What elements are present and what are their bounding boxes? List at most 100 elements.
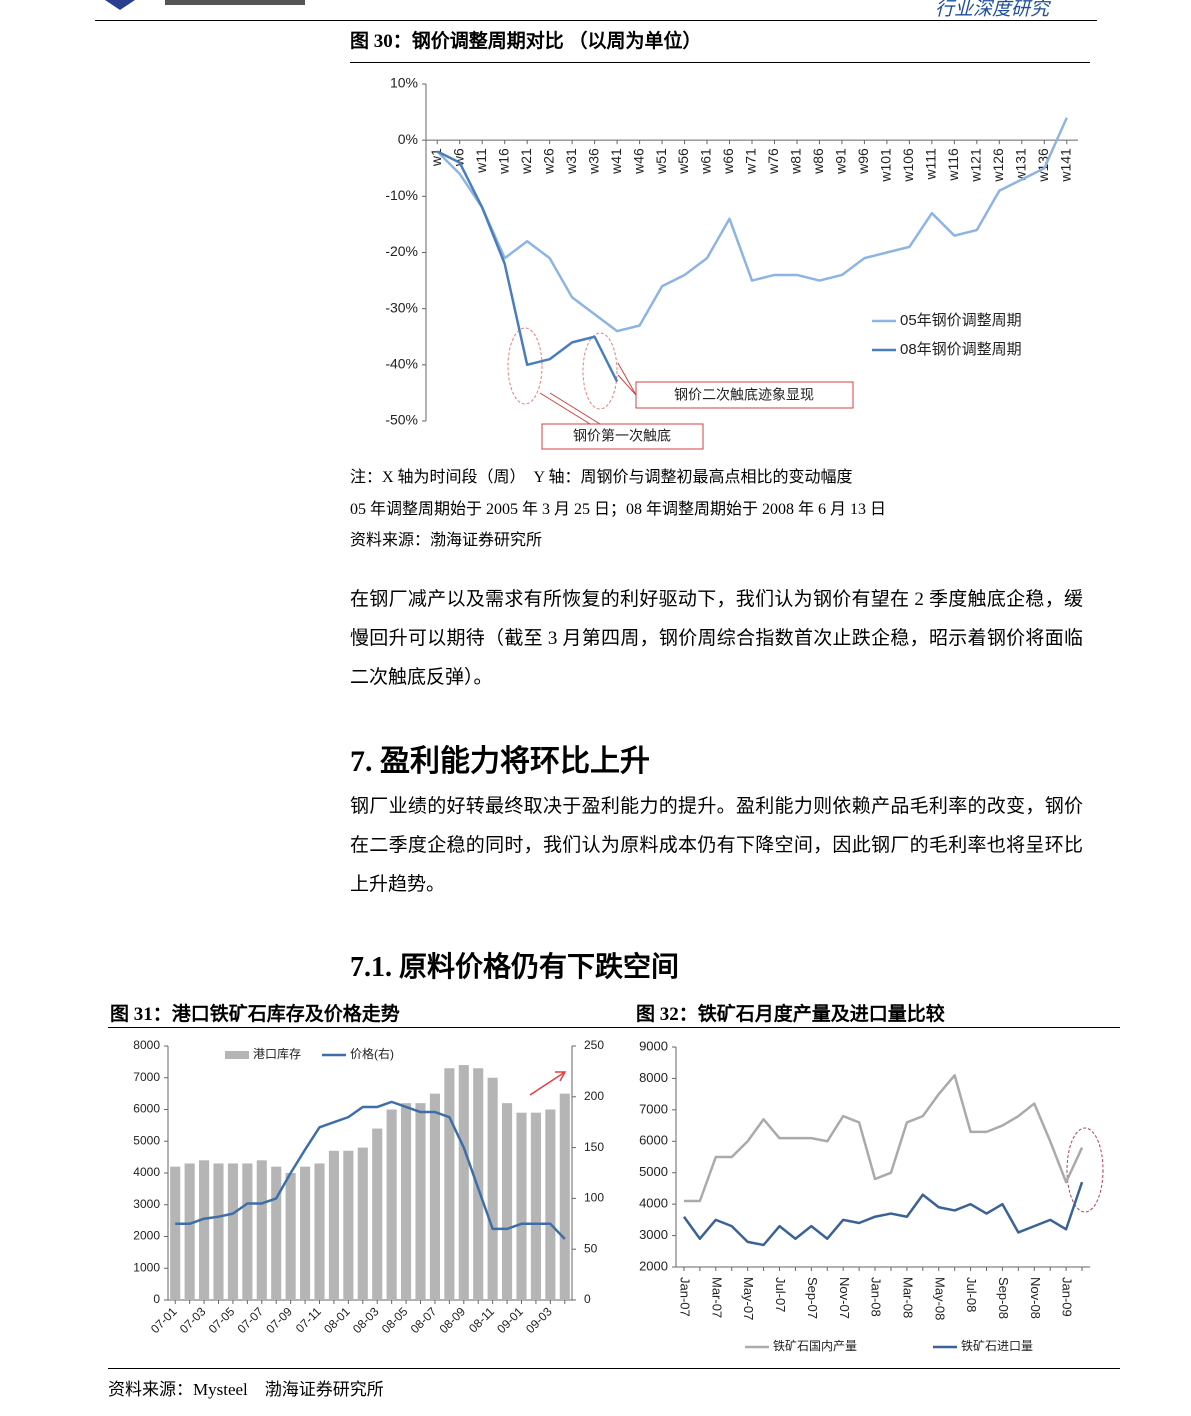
line-series — [175, 1100, 566, 1240]
source: 资料来源：Mysteel 渤海证券研究所 — [108, 1380, 384, 1399]
y-tick-label: 0 — [153, 1292, 160, 1306]
legend-label: 铁矿石国内产量 — [773, 1339, 857, 1353]
paragraph: 在钢厂减产以及需求有所恢复的利好驱动下，我们认为钢价有望在 2 季度触底企稳，缓… — [350, 589, 1083, 688]
figure-caption: 图 32：铁矿石月度产量及进口量比较 — [636, 1004, 945, 1025]
x-tick-label: 08-09 — [437, 1304, 469, 1336]
y-tick-label: 2000 — [639, 1258, 668, 1273]
y-tick-label: 8000 — [133, 1038, 160, 1052]
x-tick-label: w6 — [450, 148, 466, 167]
y-tick-label: 6000 — [133, 1102, 160, 1116]
x-tick-label: w66 — [720, 148, 736, 175]
x-tick-label: May-08 — [932, 1277, 947, 1320]
highlight — [1066, 1127, 1104, 1213]
x-tick-label: w61 — [698, 148, 714, 175]
x-tick-label: 07-11 — [293, 1304, 324, 1335]
bar — [328, 1150, 339, 1300]
x-tick-label: 07-09 — [263, 1304, 295, 1336]
header-section: 行业深度研究 — [935, 0, 1050, 20]
caption-rule — [108, 1027, 1120, 1028]
x-tick-label: Jan-08 — [869, 1277, 884, 1317]
bar — [242, 1163, 253, 1300]
callout-line — [549, 392, 601, 425]
callout-box — [635, 381, 854, 409]
x-tick-label: 08-01 — [321, 1304, 353, 1336]
y-tick-label: 3000 — [639, 1227, 668, 1242]
x-tick-label: w31 — [563, 148, 579, 175]
x-tick-label: w141 — [1057, 148, 1073, 183]
bar — [401, 1103, 412, 1300]
y-tick-label: -20% — [385, 243, 418, 259]
legend-label: 港口库存 — [253, 1046, 301, 1061]
bar — [271, 1166, 282, 1300]
legend-label: 08年钢价调整周期 — [900, 341, 1022, 358]
x-tick-label: 07-07 — [235, 1304, 267, 1336]
callout-box — [541, 423, 704, 450]
heading: 7.1. 原料价格仍有下跌空间 — [350, 952, 680, 983]
bar — [372, 1128, 383, 1300]
x-tick-label: w71 — [743, 148, 759, 175]
x-tick-label: w41 — [608, 148, 624, 175]
bar — [429, 1093, 440, 1300]
x-tick-label: w131 — [1012, 148, 1028, 183]
chart: 0 1000 2000 3000 4000 5000 6000 7000 8000 0 50 100 1… — [133, 1038, 604, 1336]
y-tick-label: 0% — [398, 131, 418, 147]
y2-tick-label: 150 — [584, 1140, 604, 1154]
highlight — [507, 327, 543, 405]
y2-tick-label: 50 — [584, 1241, 598, 1255]
x-tick-label: 08-11 — [466, 1304, 497, 1335]
bar — [559, 1093, 570, 1300]
x-tick-label: w116 — [945, 148, 961, 182]
bar — [415, 1103, 426, 1300]
x-tick-label: 07-01 — [148, 1304, 180, 1336]
bar — [502, 1103, 513, 1300]
x-tick-label: w21 — [518, 148, 534, 175]
figure-caption: 图 31：港口铁矿石库存及价格走势 — [110, 1004, 400, 1025]
x-tick-label: 09-01 — [494, 1304, 526, 1336]
y-tick-label: -40% — [385, 356, 418, 372]
x-tick-label: w96 — [855, 148, 871, 175]
bar — [458, 1065, 469, 1300]
x-tick-label: w1 — [428, 148, 444, 167]
note: 注：X 轴为时间段（周） Y 轴：周钢价与调整初最高点相比的变动幅度 — [350, 469, 853, 486]
line-series — [436, 150, 619, 383]
x-tick-label: 09-03 — [523, 1304, 555, 1336]
bar — [487, 1077, 498, 1300]
x-tick-label: w11 — [473, 148, 489, 174]
y-tick-label: 9000 — [639, 1038, 668, 1053]
bar — [227, 1163, 238, 1300]
x-tick-label: w126 — [990, 148, 1006, 183]
bar — [545, 1109, 556, 1300]
footer-rule — [108, 1368, 1120, 1369]
legend-label: 05年钢价调整周期 — [900, 312, 1022, 329]
x-tick-label: w86 — [810, 148, 826, 175]
bar — [170, 1166, 181, 1300]
x-tick-label: w16 — [495, 148, 511, 175]
x-tick-label: 08-05 — [379, 1304, 411, 1336]
y-tick-label: 4000 — [639, 1196, 668, 1211]
heading: 7. 盈利能力将环比上升 — [350, 745, 650, 778]
y-tick-label: -50% — [385, 412, 418, 428]
bar — [300, 1166, 311, 1300]
y-tick-label: 5000 — [639, 1164, 668, 1179]
x-tick-label: Jul-07 — [773, 1277, 788, 1312]
line-series — [436, 117, 1068, 333]
callout-line — [617, 362, 637, 396]
y2-tick-label: 100 — [584, 1191, 604, 1205]
note: 资料来源：渤海证券研究所 — [350, 532, 543, 549]
bar — [386, 1109, 397, 1300]
x-tick-label: w121 — [968, 148, 984, 183]
x-tick-label: Mar-08 — [900, 1277, 915, 1318]
x-tick-label: Sep-08 — [996, 1277, 1011, 1319]
x-tick-label: w51 — [653, 148, 669, 175]
y-tick-label: 7000 — [133, 1070, 160, 1084]
x-tick-label: w91 — [833, 148, 849, 175]
x-tick-label: Mar-07 — [709, 1277, 724, 1318]
y-tick-label: 3000 — [133, 1197, 160, 1211]
caption-rule — [350, 62, 1090, 63]
x-tick-label: w106 — [900, 148, 916, 183]
callout-line — [539, 392, 591, 425]
bar — [199, 1160, 210, 1300]
x-tick-label: w136 — [1035, 148, 1051, 183]
legend-swatch — [225, 1051, 249, 1059]
header-rule — [95, 20, 1097, 21]
